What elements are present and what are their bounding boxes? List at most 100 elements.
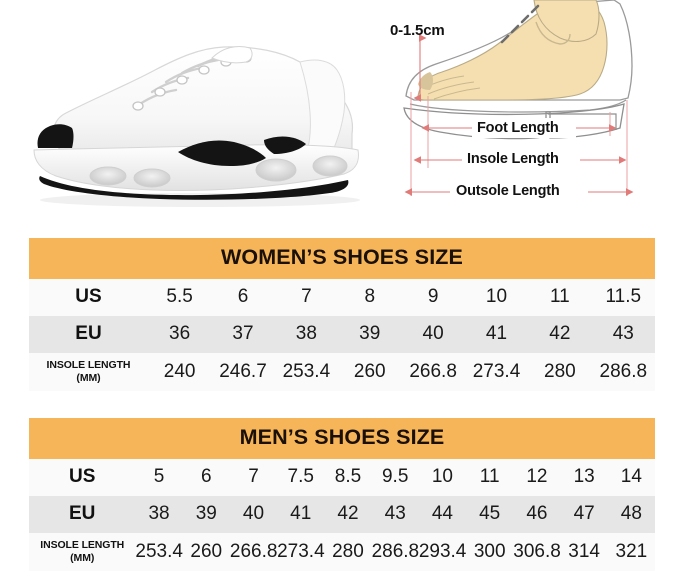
table-cell: 10 bbox=[464, 278, 529, 316]
table-cell: 43 bbox=[591, 315, 655, 353]
sneaker-illustration bbox=[33, 45, 360, 207]
shoe-midsole-accent-2 bbox=[264, 136, 306, 154]
row-label-sub: (MM) bbox=[70, 551, 95, 564]
table-cell: 266.8 bbox=[229, 532, 277, 571]
insole-length-label: Insole Length bbox=[467, 151, 559, 167]
foot-measurement-diagram: 0-1.5cm Foot Length Insole Length Outsol… bbox=[384, 0, 684, 222]
table-cell: 5 bbox=[135, 458, 183, 496]
row-label-sub: (MM) bbox=[76, 371, 101, 384]
table-cell: 14 bbox=[607, 458, 655, 496]
table-cell: 293.4 bbox=[418, 532, 466, 571]
mens-table-body: US 5 6 7 7.5 8.5 9.5 10 11 12 13 14 EU 38 39 40 41 42 43 44… bbox=[29, 458, 655, 571]
table-cell: 38 bbox=[274, 315, 339, 353]
row-label-insole-length: INSOLE LENGTH (MM) bbox=[29, 532, 136, 571]
mens-table-title: MEN’S SHOES SIZE bbox=[29, 418, 655, 459]
womens-table-grid: US 5.5 6 7 8 9 10 11 11.5 EU 36 37 38 39 40 41 42 43 INSOL… bbox=[29, 278, 655, 391]
table-cell: 246.7 bbox=[211, 352, 275, 391]
table-cell: 8 bbox=[338, 278, 402, 316]
insole-outline bbox=[409, 99, 627, 113]
table-cell: 39 bbox=[338, 315, 402, 353]
table-cell: 7 bbox=[229, 458, 278, 496]
table-row: US 5.5 6 7 8 9 10 11 11.5 bbox=[29, 278, 655, 316]
table-cell: 286.8 bbox=[371, 532, 419, 571]
table-cell: 47 bbox=[560, 495, 608, 533]
table-cell: 11 bbox=[466, 458, 514, 496]
diagram-lace-marks bbox=[500, 4, 540, 44]
table-cell: 36 bbox=[147, 315, 212, 353]
outsole-label-bg bbox=[450, 182, 588, 202]
table-cell: 6 bbox=[211, 278, 275, 316]
table-row: INSOLE LENGTH (MM) 240 246.7 253.4 260 266.8 27… bbox=[29, 352, 655, 391]
table-row: EU 36 37 38 39 40 41 42 43 bbox=[29, 315, 655, 353]
table-cell: 240 bbox=[147, 352, 212, 391]
table-cell: 260 bbox=[182, 532, 230, 571]
shoe-outsole bbox=[39, 176, 349, 200]
table-cell: 9.5 bbox=[371, 458, 419, 496]
table-cell: 321 bbox=[607, 532, 655, 571]
insole-label-bg bbox=[462, 150, 580, 170]
product-photo-sneaker bbox=[0, 0, 388, 225]
clearance-label: 0-1.5cm bbox=[390, 22, 445, 39]
table-cell: 41 bbox=[277, 495, 325, 533]
top-illustration-section: 0-1.5cm Foot Length Insole Length Outsol… bbox=[0, 0, 684, 228]
table-cell: 48 bbox=[607, 495, 655, 533]
table-cell: 37 bbox=[211, 315, 275, 353]
table-cell: 253.4 bbox=[274, 352, 339, 391]
diagram-svg bbox=[403, 0, 634, 202]
shoe-midsole-accent bbox=[178, 140, 266, 166]
womens-table-title: WOMEN’S SHOES SIZE bbox=[29, 238, 655, 279]
table-cell: 42 bbox=[528, 315, 592, 353]
table-cell: 38 bbox=[135, 495, 183, 533]
table-cell: 6 bbox=[182, 458, 230, 496]
table-cell: 273.4 bbox=[277, 532, 325, 571]
dimension-guides bbox=[410, 92, 628, 196]
table-cell: 41 bbox=[464, 315, 529, 353]
table-row: EU 38 39 40 41 42 43 44 45 46 47 48 bbox=[29, 495, 655, 533]
table-row: US 5 6 7 7.5 8.5 9.5 10 11 12 13 14 bbox=[29, 458, 655, 496]
table-cell: 8.5 bbox=[324, 458, 372, 496]
table-cell: 10 bbox=[418, 458, 467, 496]
foot-label-bg bbox=[472, 118, 576, 138]
table-cell: 40 bbox=[229, 495, 278, 533]
shoe-heel-counter bbox=[299, 59, 346, 149]
womens-table-body: US 5.5 6 7 8 9 10 11 11.5 EU 36 37 38 39 40 41 42 43 INSOL… bbox=[29, 278, 655, 391]
table-cell: 42 bbox=[324, 495, 372, 533]
table-row: INSOLE LENGTH (MM) 253.4 260 266.8 273.4 280 28… bbox=[29, 532, 655, 571]
table-cell: 314 bbox=[560, 532, 608, 571]
table-cell: 13 bbox=[560, 458, 608, 496]
shoe-air-bubbles bbox=[89, 155, 348, 188]
mens-size-table: MEN’S SHOES SIZE US 5 6 7 7.5 8.5 9.5 10 11 12 13 1… bbox=[29, 418, 655, 571]
mens-table-grid: US 5 6 7 7.5 8.5 9.5 10 11 12 13 14 EU 38 39 40 41 42 43 44… bbox=[29, 458, 655, 571]
table-cell: 7.5 bbox=[277, 458, 325, 496]
table-cell: 253.4 bbox=[135, 532, 183, 571]
table-cell: 5.5 bbox=[147, 278, 212, 316]
outsole-length-label: Outsole Length bbox=[456, 183, 560, 199]
table-cell: 45 bbox=[466, 495, 514, 533]
table-cell: 260 bbox=[338, 352, 402, 391]
table-cell: 40 bbox=[401, 315, 465, 353]
table-cell: 273.4 bbox=[464, 352, 529, 391]
table-cell: 12 bbox=[513, 458, 561, 496]
row-label-insole-length: INSOLE LENGTH (MM) bbox=[29, 352, 148, 391]
table-cell: 280 bbox=[324, 532, 372, 571]
foot-length-label: Foot Length bbox=[477, 120, 559, 136]
table-cell: 286.8 bbox=[591, 352, 655, 391]
ankle-shape bbox=[533, 0, 600, 43]
ankle-crease bbox=[535, 21, 571, 45]
table-cell: 39 bbox=[182, 495, 230, 533]
womens-size-table: WOMEN’S SHOES SIZE US 5.5 6 7 8 9 10 11 11.5 EU 36… bbox=[29, 238, 655, 391]
table-cell: 306.8 bbox=[513, 532, 561, 571]
row-label-main: INSOLE LENGTH bbox=[46, 358, 131, 371]
table-cell: 43 bbox=[371, 495, 419, 533]
table-cell: 300 bbox=[466, 532, 514, 571]
table-cell: 11 bbox=[528, 278, 592, 316]
table-cell: 7 bbox=[274, 278, 339, 316]
row-label-us: US bbox=[29, 458, 136, 496]
table-cell: 280 bbox=[528, 352, 592, 391]
row-label-eu: EU bbox=[29, 495, 136, 533]
shoe-tongue bbox=[211, 45, 253, 64]
row-label-main: INSOLE LENGTH bbox=[40, 538, 125, 551]
row-label-eu: EU bbox=[29, 315, 148, 353]
table-cell: 11.5 bbox=[591, 278, 655, 316]
table-cell: 46 bbox=[513, 495, 561, 533]
